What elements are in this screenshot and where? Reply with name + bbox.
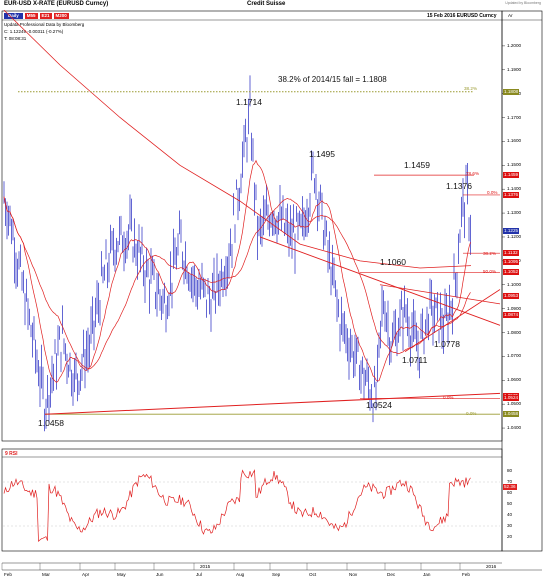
price-tag: 1.1808 — [503, 88, 520, 95]
price-tick-label: 1.1900 — [507, 66, 522, 72]
month-label: May — [117, 572, 126, 577]
rsi-line — [3, 469, 471, 542]
pct-0-c: 0.0% — [466, 411, 477, 416]
legend-line2: C: 1.12249 -0.00311 (-0.27%) — [4, 29, 64, 34]
price-tick-label: 1.0900 — [507, 305, 522, 311]
price-tag: 1.0874 — [503, 311, 520, 318]
month-label: Feb — [4, 572, 12, 577]
label-1-1376: 1.1376 — [446, 181, 472, 191]
price-tag: 1.1459 — [503, 172, 520, 179]
ma-e21-line — [3, 159, 471, 383]
label-1-1060: 1.1060 — [380, 257, 406, 267]
price-tick-label: 1.0400 — [507, 425, 522, 431]
axis-ticks — [1, 45, 505, 570]
price-tick-label: 1.0600 — [507, 377, 522, 383]
month-label: Aug — [236, 572, 245, 577]
pct-0-a: 0.0% — [487, 190, 498, 195]
price-tick-label: 1.1700 — [507, 114, 522, 120]
price-tag: 1.0458 — [503, 411, 520, 418]
long-support-trendline — [44, 392, 501, 415]
price-axis-unit: Ar — [508, 13, 513, 18]
rsi-tick-label: 70 — [507, 479, 513, 484]
overlay-lines — [18, 91, 501, 415]
price-tag: 1.1095 — [503, 259, 520, 266]
price-tick-label: 1.0500 — [507, 401, 522, 407]
price-tick-label: 1.1000 — [507, 281, 522, 287]
rsi-value-tag: 52.36 — [503, 484, 517, 490]
legend-line1: Updata Professional Data by Bloomberg — [4, 22, 85, 27]
legend-ma55: M55 — [24, 13, 38, 19]
price-tick-label: 1.0700 — [507, 353, 522, 359]
rsi-tick-label: 50 — [507, 501, 513, 506]
rsi-tick-label: 30 — [507, 523, 513, 528]
pct-78-6: 78.6% — [466, 171, 480, 176]
price-tick-label: 1.1300 — [507, 210, 522, 216]
axis-panel-frame — [501, 10, 543, 552]
legend-period: Daily — [4, 13, 23, 19]
month-label: Dec — [387, 572, 396, 577]
rsi-tick-label: 40 — [507, 512, 513, 517]
fib-38-annotation: 38.2% of 2014/15 fall = 1.1808 — [278, 75, 387, 84]
rsi-tick-label: 20 — [507, 534, 513, 539]
month-label: Sep — [272, 572, 281, 577]
month-label: Nov — [349, 572, 358, 577]
label-1-0778: 1.0778 — [434, 339, 460, 349]
pct-0-b: 0.0% — [443, 395, 454, 400]
legend-m200: M200 — [53, 13, 69, 19]
price-panel-frame — [1, 10, 503, 442]
legend: Daily M55 E21 M200 — [4, 13, 69, 19]
fib-38-tag: 38.2% — [464, 86, 478, 91]
ma-m200-line — [3, 9, 472, 269]
legend-e21: E21 — [39, 13, 52, 19]
label-1-1714: 1.1714 — [236, 97, 262, 107]
month-label: Mar — [42, 572, 50, 577]
price-tag: 1.1225 — [503, 228, 520, 234]
label-1-1495: 1.1495 — [309, 149, 335, 159]
ohlc-bars — [3, 75, 471, 432]
triangle-lower-line — [404, 289, 501, 352]
rsi-label: 9 RSI — [5, 451, 18, 457]
price-tick-label: 1.2000 — [507, 42, 522, 48]
month-label: Jun — [156, 572, 164, 577]
price-tick-label: 1.0800 — [507, 329, 522, 335]
moving-averages — [3, 9, 472, 383]
month-label: Feb — [462, 572, 470, 577]
rsi-line — [3, 469, 500, 542]
price-tick-label: 1.1400 — [507, 186, 522, 192]
ma-m55-line — [3, 196, 471, 370]
rsi-panel-frame — [1, 448, 503, 552]
price-tag: 1.1376 — [503, 191, 520, 198]
month-label: Jan — [423, 572, 431, 577]
price-tick-label: 1.1500 — [507, 162, 522, 168]
month-label: Oct — [309, 572, 317, 577]
price-tick-label: 1.1200 — [507, 233, 522, 239]
price-tag: 1.0953 — [503, 292, 520, 299]
year-label: 2015 — [200, 564, 211, 569]
source-label: Credit Suisse — [247, 1, 286, 7]
price-tag: 1.1052 — [503, 269, 520, 276]
pct-50: 50.0% — [483, 269, 497, 274]
price-tag: 1.0524 — [503, 395, 520, 402]
label-1-0524: 1.0524 — [366, 400, 392, 410]
triangle-upper-line — [379, 284, 501, 305]
rsi-tick-label: 60 — [507, 490, 513, 495]
chart-title: EUR-USD X-RATE (EURUSD Curncy) — [4, 1, 109, 7]
date-label: 15 Feb 2016 EURUSD Curncy — [427, 13, 497, 19]
price-tag: 1.1132 — [503, 250, 519, 257]
year-label: 2016 — [486, 564, 497, 569]
month-label: Jul — [196, 572, 202, 577]
update-note: Updated by Bloomberg — [505, 1, 541, 5]
legend-line3: T: 08:08:31 — [4, 36, 27, 41]
label-1-1459: 1.1459 — [404, 160, 430, 170]
price-tick-label: 1.1600 — [507, 138, 522, 144]
pct-38-2: 38.2% — [483, 251, 497, 256]
rsi-tick-label: 80 — [507, 468, 513, 473]
label-1-0458: 1.0458 — [38, 418, 64, 428]
month-label: Apr — [82, 572, 90, 577]
label-1-0711: 1.0711 — [402, 355, 428, 365]
descending-trendline — [259, 236, 501, 326]
